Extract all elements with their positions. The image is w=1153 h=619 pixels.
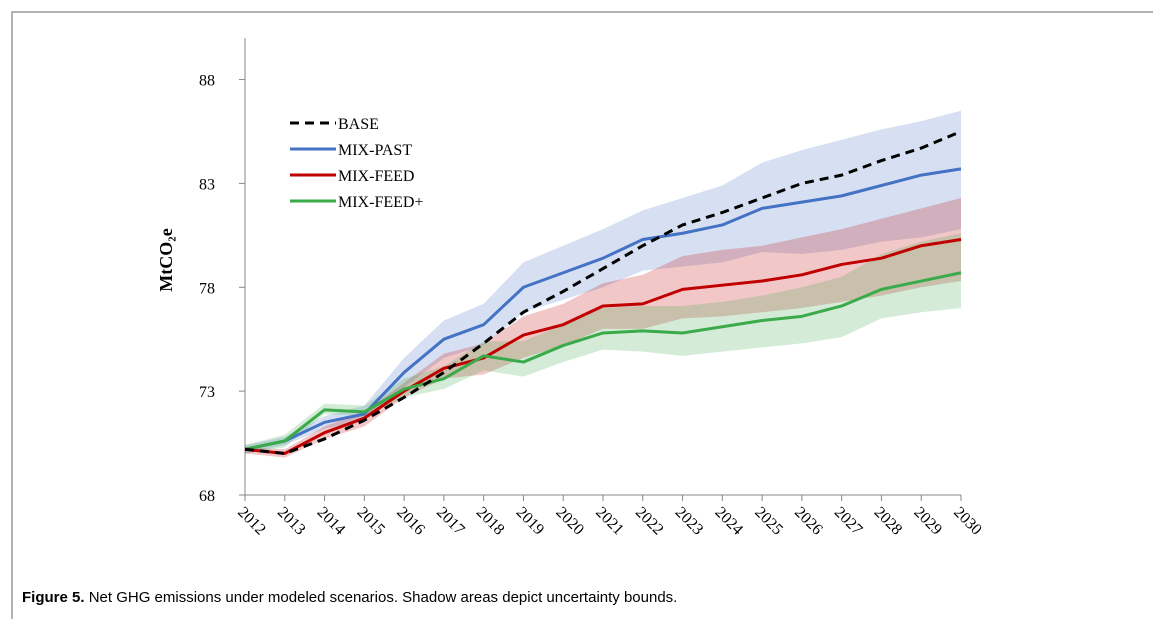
- x-tick-label: 2025: [751, 504, 786, 539]
- series-line: [244, 271, 962, 451]
- x-tick-label: 2027: [831, 504, 866, 539]
- y-axis-label: MtCO₂e: [156, 228, 176, 291]
- caption-label: Figure 5.: [22, 589, 85, 606]
- x-tick-label: 2026: [791, 504, 826, 539]
- y-tick-label: 78: [199, 280, 215, 297]
- y-tick-label: 83: [199, 176, 215, 193]
- y-tick-label: 68: [199, 488, 215, 505]
- x-tick-label: 2018: [473, 504, 508, 539]
- series-line: [244, 167, 962, 451]
- x-tick-label: 2022: [632, 504, 667, 539]
- x-tick-label: 2029: [910, 504, 945, 539]
- y-tick-label: 73: [199, 384, 215, 401]
- caption-text: Net GHG emissions under modeled scenario…: [89, 589, 678, 606]
- x-tick-label: 2020: [552, 504, 587, 539]
- x-tick-label: 2024: [712, 504, 747, 539]
- x-tick-label: 2016: [393, 504, 428, 539]
- x-tick-label: 2028: [871, 504, 906, 539]
- legend-label: BASE: [338, 116, 379, 133]
- x-tick-label: 2012: [234, 504, 269, 539]
- caption: Figure 5. Net GHG emissions under modele…: [22, 589, 677, 606]
- x-tick-label: 2017: [433, 504, 468, 539]
- x-tick-label: 2013: [274, 504, 309, 539]
- series-line: [244, 130, 962, 455]
- series-line: [244, 238, 962, 455]
- uncertainty-band: [245, 110, 961, 454]
- x-tick-label: 2023: [672, 504, 707, 539]
- y-tick-label: 88: [199, 73, 215, 90]
- legend-label: MIX-PAST: [338, 142, 412, 159]
- x-tick-label: 2019: [513, 504, 548, 539]
- x-tick-label: 2030: [950, 504, 985, 539]
- uncertainty-band: [245, 197, 961, 458]
- legend-label: MIX-FEED: [338, 168, 414, 185]
- x-tick-label: 2015: [354, 504, 389, 539]
- figure-frame: [11, 11, 1153, 619]
- x-tick-label: 2014: [314, 504, 349, 539]
- uncertainty-band: [245, 233, 961, 454]
- x-tick-label: 2021: [592, 504, 627, 539]
- legend-label: MIX-FEED+: [338, 194, 423, 211]
